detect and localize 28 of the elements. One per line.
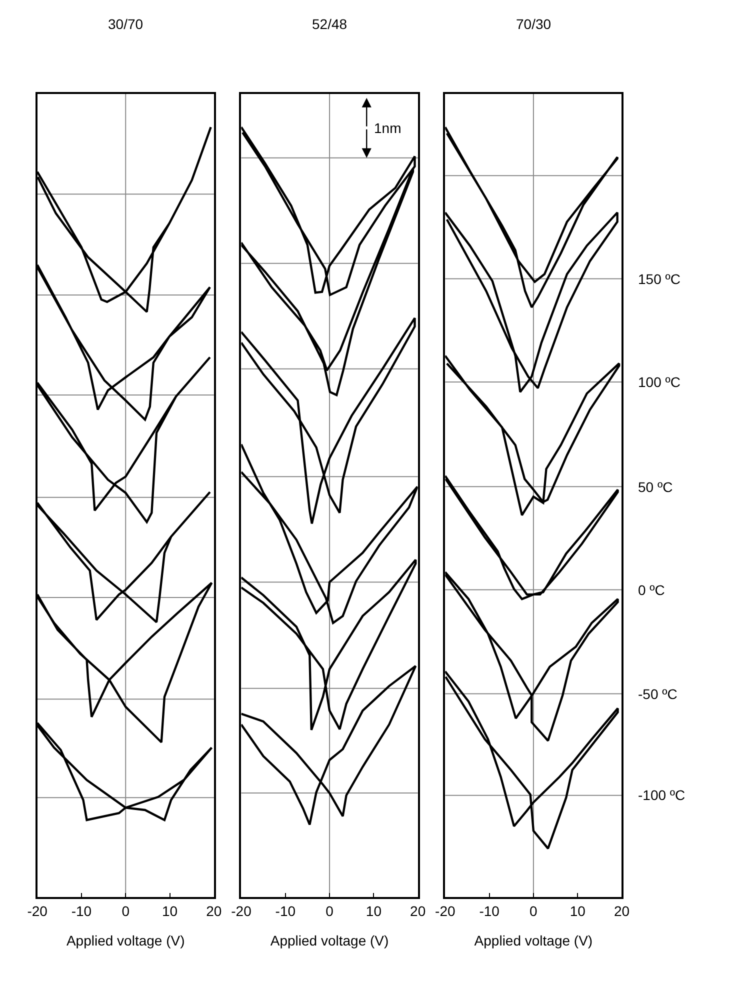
x-tick-label: 20 xyxy=(614,902,630,919)
x-tick-label: 20 xyxy=(410,902,426,919)
chart-title: 30/70 xyxy=(108,16,144,32)
x-tick-label: 0 xyxy=(530,902,538,919)
ref-line-label: 0 ºC xyxy=(638,582,665,598)
ref-line-label: 100 ºC xyxy=(638,374,680,390)
x-tick-label: 10 xyxy=(162,902,178,919)
x-tick-label: -20 xyxy=(27,902,48,919)
x-tick-label: 0 xyxy=(122,902,130,919)
x-tick-label: 20 xyxy=(206,902,222,919)
ref-line-label: -100 ºC xyxy=(638,787,686,803)
x-axis-title: Applied voltage (V) xyxy=(474,932,593,949)
ref-line-label: -50 ºC xyxy=(638,686,678,702)
x-tick-label: -20 xyxy=(435,902,456,919)
chart-title: 52/48 xyxy=(312,16,348,32)
x-tick-label: -10 xyxy=(479,902,500,919)
x-tick-label: -20 xyxy=(231,902,252,919)
x-tick-label: 10 xyxy=(366,902,382,919)
x-axis-title: Applied voltage (V) xyxy=(66,932,185,949)
x-tick-label: -10 xyxy=(71,902,92,919)
annotation: 1nm xyxy=(374,120,402,136)
chart-title: 70/30 xyxy=(516,16,552,32)
x-tick-label: -10 xyxy=(275,902,296,919)
ref-line-label: 150 ºC xyxy=(638,271,680,287)
x-tick-label: 10 xyxy=(570,902,586,919)
ref-line-label: 50 ºC xyxy=(638,479,673,495)
x-axis-title: Applied voltage (V) xyxy=(270,932,389,949)
x-tick-label: 0 xyxy=(326,902,334,919)
